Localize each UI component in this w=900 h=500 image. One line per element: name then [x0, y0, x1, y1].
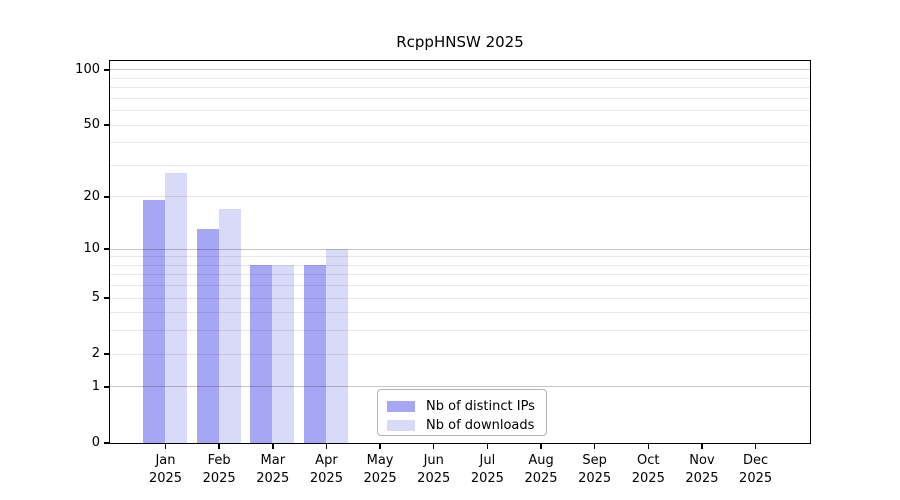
x-tick-mark	[325, 443, 328, 449]
y-tick-mark	[104, 248, 110, 250]
gridline-minor	[109, 274, 810, 276]
y-tick-mark	[104, 442, 110, 444]
gridline-minor	[109, 142, 810, 144]
y-tick-mark	[104, 297, 110, 299]
bar-downloads	[272, 264, 295, 443]
bar-distinct-ips	[303, 264, 326, 443]
legend-swatch-downloads	[387, 420, 415, 431]
gridline-major	[109, 248, 810, 250]
gridline-minor	[109, 196, 810, 198]
x-tick-label: Oct 2025	[631, 453, 665, 486]
legend-label-distinct-ips: Nb of distinct IPs	[426, 399, 535, 414]
legend-label-downloads: Nb of downloads	[426, 418, 535, 433]
x-tick-label: Nov 2025	[685, 453, 719, 486]
plot-area	[108, 59, 811, 444]
gridline-minor	[109, 87, 810, 89]
gridline-minor	[109, 164, 810, 166]
x-tick-mark	[379, 443, 381, 449]
x-tick-label: Mar 2025	[256, 453, 290, 486]
y-tick-mark	[104, 353, 110, 355]
legend-swatch-distinct-ips	[387, 401, 415, 412]
x-tick-label: Jul 2025	[470, 453, 504, 486]
y-tick-mark	[104, 196, 110, 198]
gridline-minor	[109, 97, 810, 99]
y-tick-mark	[104, 124, 110, 126]
bar-distinct-ips	[250, 264, 273, 443]
gridline-minor	[109, 330, 810, 332]
gridline-minor	[109, 256, 810, 258]
plot-inner	[109, 61, 810, 443]
y-tick-label: 20	[83, 188, 100, 204]
gridline-minor	[109, 353, 810, 355]
gridline-minor	[109, 77, 810, 79]
x-tick-mark	[701, 443, 703, 449]
bar-distinct-ips	[196, 229, 219, 443]
x-tick-label: Apr 2025	[309, 453, 343, 486]
x-tick-label: Feb 2025	[202, 453, 236, 486]
bar-downloads	[325, 248, 348, 443]
legend-item-distinct-ips: Nb of distinct IPs	[387, 397, 536, 416]
bar-distinct-ips	[143, 200, 165, 443]
x-tick-label: Sep 2025	[578, 453, 612, 486]
x-tick-mark	[754, 443, 757, 449]
gridline-minor	[109, 297, 810, 299]
legend: Nb of distinct IPs Nb of downloads	[377, 389, 547, 436]
gridline-minor	[109, 285, 810, 287]
x-tick-mark	[272, 443, 274, 449]
y-tick-label: 0	[91, 435, 100, 450]
x-tick-label: Dec 2025	[739, 453, 773, 486]
x-tick-label: Aug 2025	[524, 453, 558, 486]
bar-downloads	[165, 173, 187, 443]
chart-title: RcppHNSW 2025	[396, 33, 524, 51]
y-tick-label: 5	[91, 290, 100, 306]
gridline-minor	[109, 312, 810, 314]
x-tick-mark	[593, 443, 596, 449]
x-tick-mark	[647, 443, 650, 449]
gridline-major	[109, 69, 810, 71]
y-tick-label: 100	[75, 61, 100, 77]
x-tick-mark	[486, 443, 489, 449]
legend-item-downloads: Nb of downloads	[387, 416, 536, 435]
y-tick-label: 2	[91, 346, 100, 362]
gridline-minor	[109, 264, 810, 266]
gridline-minor	[109, 110, 810, 112]
x-tick-label: Jan 2025	[148, 453, 183, 486]
y-tick-mark	[104, 69, 110, 71]
y-tick-label: 10	[83, 241, 100, 257]
gridline-minor	[109, 124, 810, 126]
y-tick-label: 50	[83, 117, 100, 133]
y-tick-mark	[104, 386, 110, 388]
x-tick-mark	[540, 443, 542, 449]
x-tick-mark	[164, 443, 167, 449]
x-tick-mark	[432, 443, 435, 449]
bar-downloads	[218, 208, 241, 443]
y-tick-label: 1	[91, 378, 100, 394]
gridline-major	[109, 386, 810, 388]
x-tick-label: Jun 2025	[417, 453, 451, 486]
x-tick-mark	[218, 443, 220, 449]
x-tick-label: May 2025	[363, 453, 397, 486]
